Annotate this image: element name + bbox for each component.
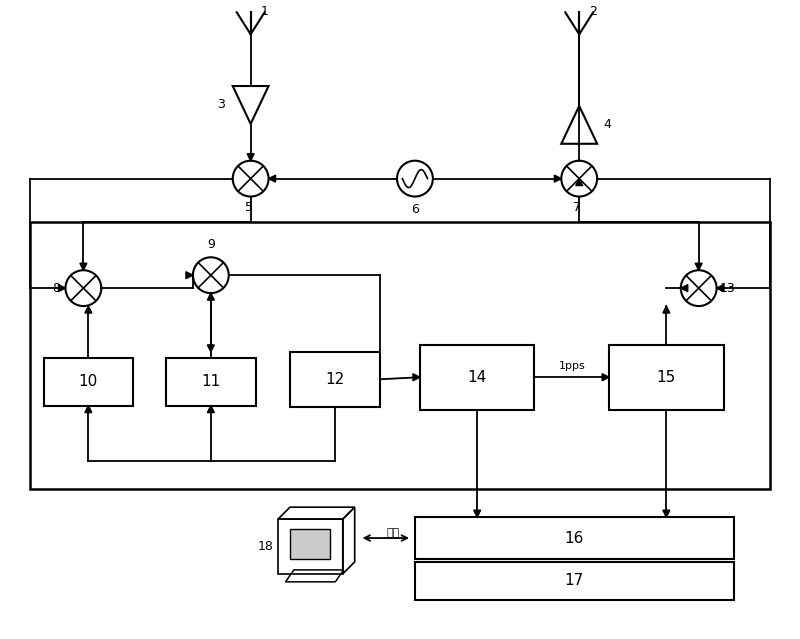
Bar bbox=[420, 345, 534, 410]
Text: 17: 17 bbox=[565, 573, 584, 589]
Polygon shape bbox=[207, 406, 214, 413]
Polygon shape bbox=[663, 306, 670, 313]
Text: 15: 15 bbox=[657, 370, 676, 385]
Polygon shape bbox=[681, 284, 688, 291]
Text: 2: 2 bbox=[589, 5, 597, 18]
Text: 3: 3 bbox=[217, 98, 225, 111]
Text: 4: 4 bbox=[603, 118, 611, 132]
Text: 10: 10 bbox=[78, 374, 98, 389]
Polygon shape bbox=[717, 284, 723, 291]
Polygon shape bbox=[576, 179, 582, 185]
Text: 9: 9 bbox=[207, 238, 214, 251]
Text: 6: 6 bbox=[411, 203, 419, 215]
Polygon shape bbox=[269, 175, 275, 182]
Polygon shape bbox=[85, 306, 92, 313]
Polygon shape bbox=[85, 406, 92, 413]
Bar bbox=[278, 519, 342, 574]
Text: 12: 12 bbox=[326, 372, 345, 387]
Polygon shape bbox=[554, 175, 562, 182]
Bar bbox=[30, 222, 770, 489]
Polygon shape bbox=[413, 374, 420, 381]
Polygon shape bbox=[602, 374, 609, 381]
Text: 7: 7 bbox=[574, 201, 582, 213]
Text: 14: 14 bbox=[467, 370, 486, 385]
Bar bbox=[609, 345, 723, 410]
Polygon shape bbox=[247, 154, 254, 160]
Text: 16: 16 bbox=[565, 530, 584, 546]
Text: 5: 5 bbox=[245, 201, 253, 213]
Bar bbox=[166, 358, 256, 406]
Text: 1pps: 1pps bbox=[558, 361, 585, 371]
Bar bbox=[290, 529, 330, 559]
Polygon shape bbox=[80, 263, 87, 270]
Polygon shape bbox=[207, 345, 214, 352]
Bar bbox=[415, 517, 734, 559]
Text: 通信: 通信 bbox=[386, 528, 400, 538]
Polygon shape bbox=[58, 284, 66, 291]
Polygon shape bbox=[663, 510, 670, 517]
Bar bbox=[290, 352, 380, 406]
Polygon shape bbox=[186, 272, 193, 279]
Polygon shape bbox=[474, 510, 481, 517]
Text: 18: 18 bbox=[257, 540, 273, 553]
Bar bbox=[43, 358, 133, 406]
Polygon shape bbox=[207, 293, 214, 300]
Polygon shape bbox=[695, 263, 702, 270]
Text: 13: 13 bbox=[720, 282, 735, 295]
Bar bbox=[415, 562, 734, 600]
Text: 11: 11 bbox=[202, 374, 221, 389]
Text: 8: 8 bbox=[53, 282, 61, 295]
Text: 1: 1 bbox=[261, 5, 269, 18]
